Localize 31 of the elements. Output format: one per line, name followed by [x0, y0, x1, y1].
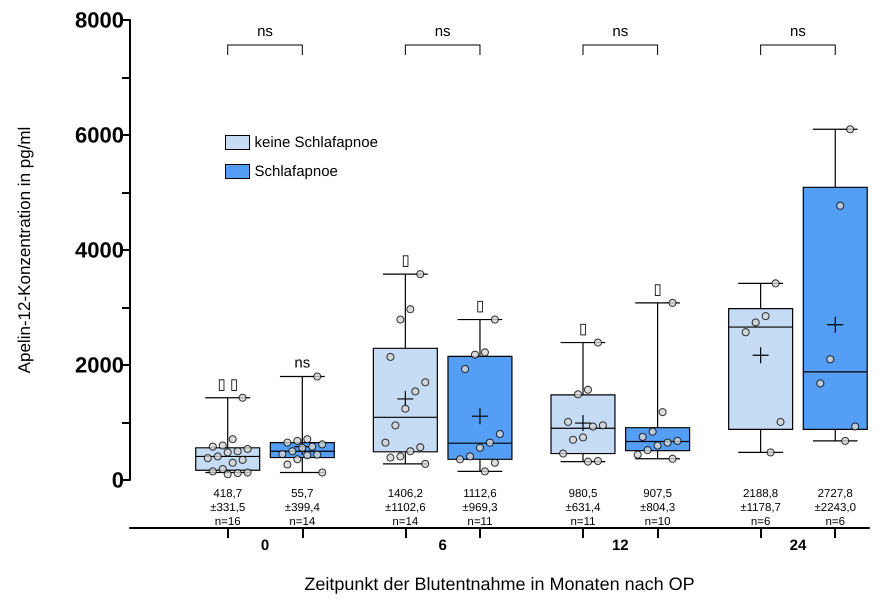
y-tick-label: 8000 [75, 8, 124, 32]
text: 55,7 ±399,4 n=14 [284, 488, 320, 528]
annotation: ▯ [401, 252, 410, 270]
legend-label: Schlafapnoe [254, 163, 338, 180]
legend-label: keine Schlafapnoe [254, 134, 378, 151]
text: 1112,6 ±969,3 n=11 [462, 488, 498, 528]
text: 2727,8 ±2243,0 n=6 [814, 488, 856, 528]
annotation: ns [434, 23, 451, 40]
annotation: ▯ [654, 280, 662, 298]
x-tick-label: 6 [438, 537, 447, 554]
y-tick-label: 2000 [75, 352, 124, 378]
y-axis-title: Apelin-12-Konzentration in pg/ml [15, 126, 34, 374]
text: 2188,8 ±1178,7 n=6 [740, 488, 781, 528]
y-tick-label: 0 [112, 468, 124, 492]
annotation: ▯ ▯ [218, 376, 238, 393]
text: 1406,2 ±1102,6 n=14 [385, 488, 426, 528]
text: 418,7 ±331,5 n=16 [210, 488, 246, 528]
annotation: ns [612, 23, 628, 40]
annotation: ns [257, 23, 273, 40]
x-tick-label: 12 [612, 537, 629, 554]
annotation: ▯ [578, 320, 587, 338]
x-tick-label: 24 [790, 537, 807, 554]
annotation: ns [790, 23, 806, 40]
y-tick-label: 6000 [75, 122, 124, 148]
y-tick-label: 4000 [75, 238, 124, 262]
annotation: ▯ [476, 298, 484, 315]
text: 980,5 ±631,4 n=11 [565, 488, 601, 528]
x-axis-title: Zeitpunkt der Blutentnahme in Monaten nach OP [304, 574, 695, 594]
text: 907,5 ±804,3 n=10 [640, 488, 676, 528]
annotation: ns [294, 354, 310, 372]
x-tick-label: 0 [260, 537, 270, 554]
